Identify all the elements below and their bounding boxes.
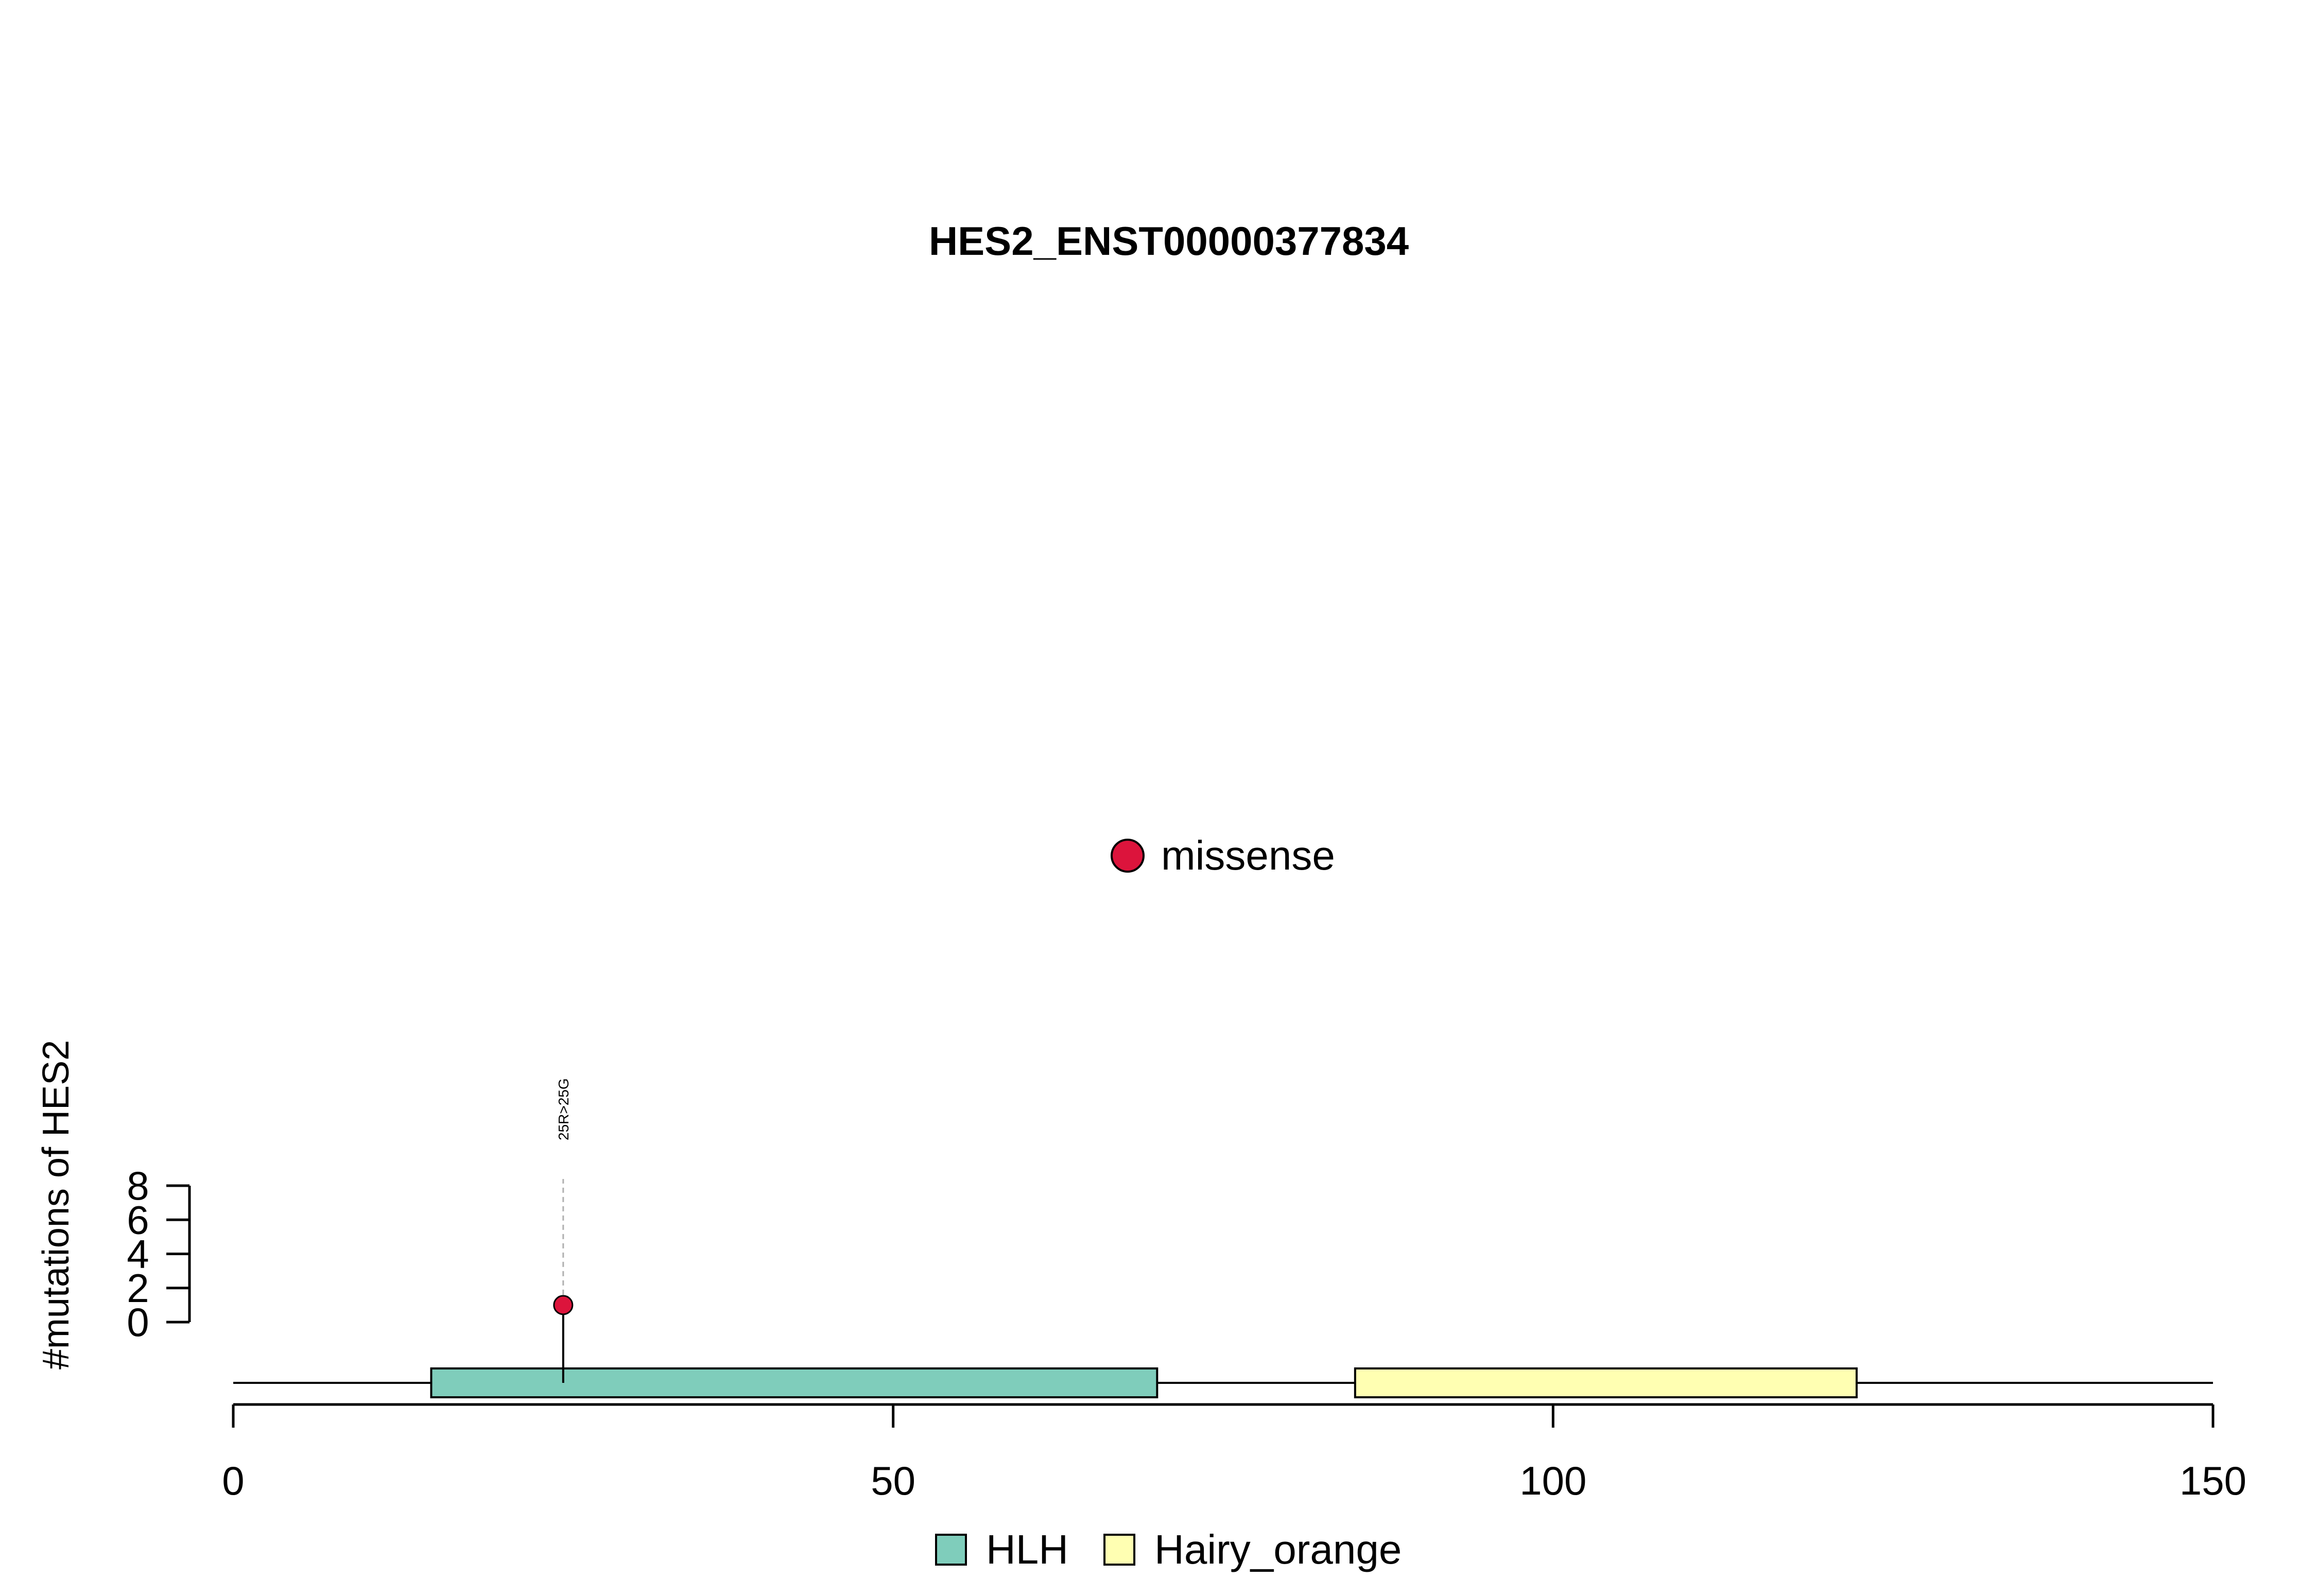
x-tick-label: 0	[222, 1458, 244, 1503]
x-tick-label: 150	[2180, 1458, 2246, 1503]
y-tick-label: 0	[127, 1299, 149, 1345]
legend-hlh-label: HLH	[986, 1526, 1068, 1572]
domain-hairy-orange	[1354, 1367, 1858, 1398]
legend-hlh-swatch	[935, 1534, 967, 1566]
legend-missense-symbol	[1111, 839, 1145, 873]
x-tick-label: 100	[1519, 1458, 1586, 1503]
mutation-label: 25R>25G	[556, 1078, 572, 1140]
chart-title: HES2_ENST00000377834	[929, 218, 1409, 264]
legend-missense-label: missense	[1161, 832, 1335, 878]
y-tick-label: 2	[127, 1265, 149, 1311]
mutation-point	[553, 1295, 574, 1315]
y-tick-label: 4	[127, 1231, 149, 1277]
domain-hlh	[430, 1367, 1158, 1398]
legend-hairy-orange-swatch	[1103, 1534, 1136, 1566]
legend-hairy-orange-label: Hairy_orange	[1154, 1526, 1402, 1572]
y-tick-label: 8	[127, 1163, 149, 1208]
x-tick-label: 50	[871, 1458, 915, 1503]
y-axis-label: #mutations of HES2	[36, 1040, 77, 1369]
y-tick-label: 6	[127, 1197, 149, 1242]
